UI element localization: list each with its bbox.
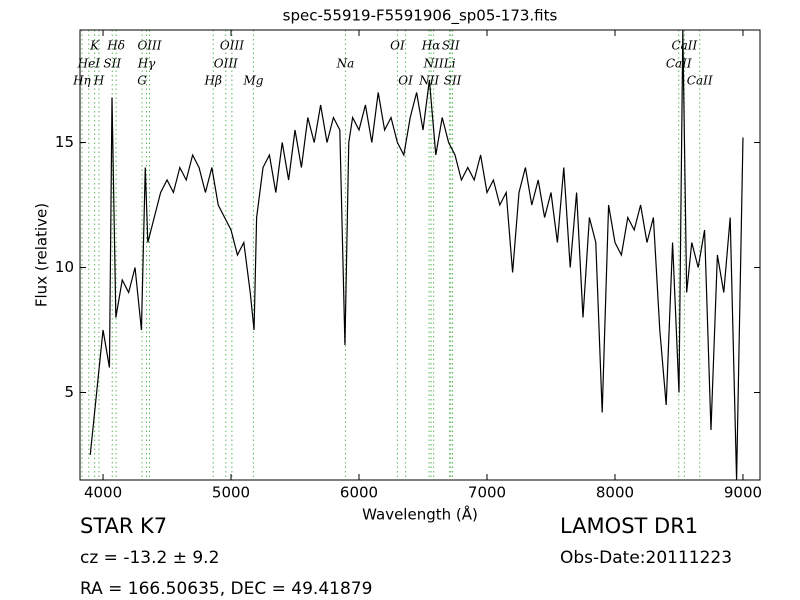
line-label: OI [390,39,405,53]
line-label: Mg [242,74,263,88]
line-label: Li [443,57,456,71]
class: STAR [80,514,133,538]
line-label: K [89,39,100,53]
line-label: CaII [687,74,713,88]
plot-frame [79,29,761,481]
line-label: OIII [220,39,244,53]
subclass: K7 [140,514,167,538]
line-label: Hγ [137,57,156,71]
line-label: CaII [671,39,697,53]
line-label: OI [398,74,413,88]
line-label: NII [418,74,439,88]
line-label: Hη [72,74,91,88]
x-axis-label: Wavelength (Å) [362,505,478,524]
line-label: Hδ [106,39,125,53]
line-label: OIII [137,39,161,53]
line-label: OIII [214,57,238,71]
x-tick-label: 5000 [212,484,250,502]
obs-date: Obs-Date:20111223 [560,548,732,568]
line-label: Hα [421,39,441,53]
y-tick-label: 5 [64,383,74,401]
coordinates: RA = 166.50635, DEC = 49.41879 [80,579,372,599]
line-label: SII [444,74,462,88]
line-label: H [93,74,105,88]
line-label: SII [103,57,121,71]
y-axis-label: Flux (relative) [33,203,51,307]
x-tick-label: 8000 [596,484,634,502]
x-tick-label: 7000 [468,484,506,502]
redshift: cz = -13.2 ± 9.2 [80,548,219,568]
x-tick-label: 4000 [84,484,122,502]
line-label: Hβ [204,74,222,88]
spectrum-line [89,30,744,480]
line-label: NII [423,57,444,71]
plot-area [81,30,744,480]
x-tick-label: 6000 [340,484,378,502]
line-label: CaII [666,57,692,71]
survey: LAMOST DR1 [560,514,698,538]
line-label: G [137,74,147,88]
y-tick-label: 15 [55,133,74,151]
line-label: SII [442,39,460,53]
x-tick-label: 9000 [724,484,762,502]
line-label: HeI [77,57,101,71]
y-tick-label: 10 [55,258,74,276]
line-label: Na [336,57,355,71]
chart-title: spec-55919-F5591906_sp05-173.fits [283,7,558,26]
